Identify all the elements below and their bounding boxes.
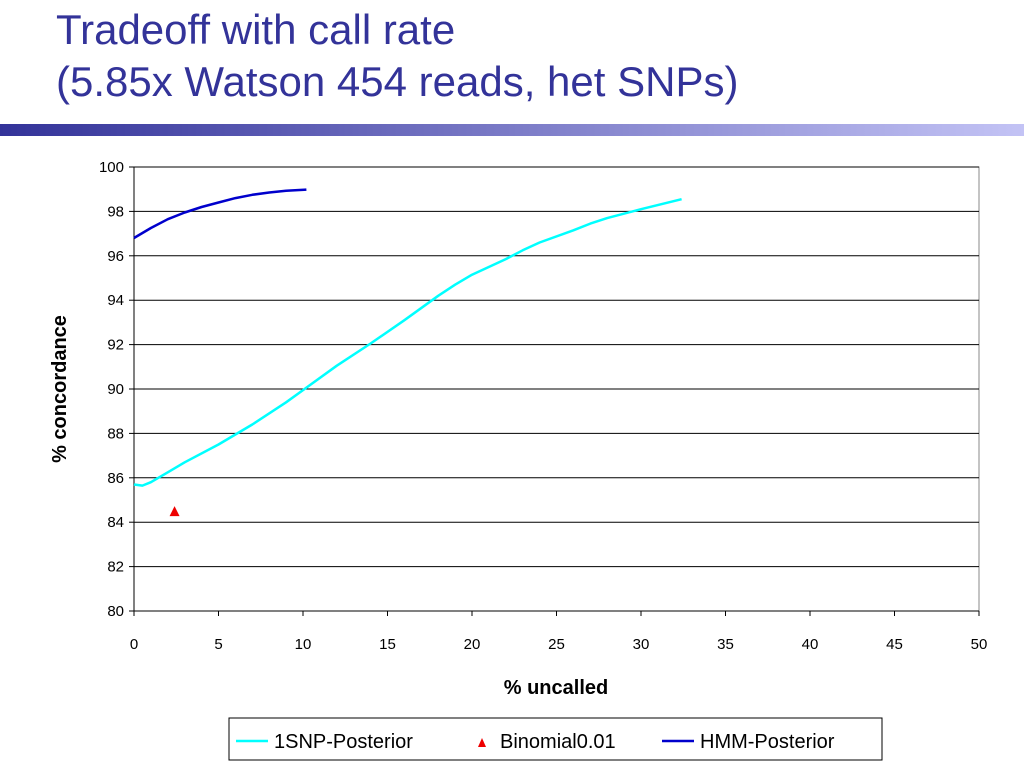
- y-tick-label: 88: [107, 425, 124, 442]
- title-gradient-rule: [0, 124, 1024, 136]
- y-tick-label: 94: [107, 292, 124, 309]
- legend-label-binomial: Binomial0.01: [500, 731, 616, 753]
- series-line-1snp-posterior: [133, 197, 682, 487]
- x-tick-label: 30: [633, 636, 650, 653]
- series-line-hmm-posterior: [133, 188, 307, 240]
- x-tick-label: 15: [379, 636, 396, 653]
- legend-label-1snp-posterior: 1SNP-Posterior: [274, 731, 413, 753]
- x-tick-label: 20: [464, 636, 481, 653]
- y-tick-label: 98: [107, 203, 124, 220]
- y-tick-label: 90: [107, 381, 124, 398]
- x-tick-label: 5: [214, 636, 222, 653]
- y-tick-label: 92: [107, 337, 124, 354]
- legend-label-hmm-posterior: HMM-Posterior: [700, 731, 835, 753]
- x-tick-label: 0: [130, 636, 138, 653]
- x-tick-label: 35: [717, 636, 734, 653]
- data-point-binomial0-01: [169, 506, 180, 517]
- slide-title-line-1: Tradeoff with call rate: [56, 6, 456, 53]
- axes: 80 82 84 86 88 90 92 94 96 98 100 0 5 10 15 20 25 30 35 40 4…: [99, 159, 987, 653]
- x-tick-label: 50: [971, 636, 988, 653]
- x-tick-label: 40: [802, 636, 819, 653]
- gridlines: [134, 166, 979, 568]
- x-tick-label: 25: [548, 636, 565, 653]
- x-axis-label: % uncalled: [504, 677, 608, 699]
- y-axis-label: % concordance: [49, 315, 71, 463]
- slide-title-line-2: (5.85x Watson 454 reads, het SNPs): [56, 58, 739, 105]
- y-tick-label: 86: [107, 470, 124, 487]
- y-tick-label: 96: [107, 248, 124, 265]
- y-tick-label: 84: [107, 514, 124, 531]
- series-layer: [133, 188, 682, 517]
- legend-swatch-binomial: [478, 738, 486, 747]
- y-tick-label: 82: [107, 559, 124, 576]
- legend-box: [228, 717, 883, 761]
- x-tick-label: 45: [886, 636, 903, 653]
- y-tick-label: 80: [107, 603, 124, 620]
- legend: 1SNP-Posterior Binomial0.01 HMM-Posterio…: [228, 717, 883, 761]
- x-tick-label: 10: [295, 636, 312, 653]
- slide-title: Tradeoff with call rate (5.85x Watson 45…: [56, 4, 738, 108]
- y-tick-label: 100: [99, 159, 124, 176]
